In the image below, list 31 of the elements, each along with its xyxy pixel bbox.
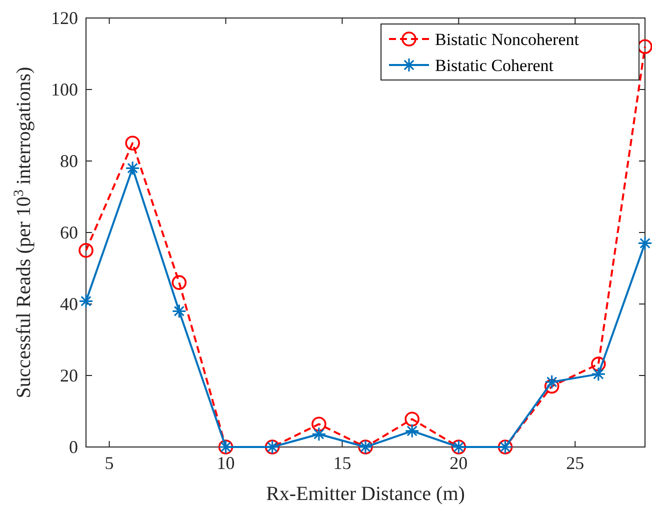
y-tick-label: 80	[60, 151, 78, 171]
y-tick-label: 60	[60, 222, 78, 242]
point	[404, 424, 420, 438]
legend-label: Bistatic Noncoherent	[435, 30, 580, 49]
legend-label: Bistatic Coherent	[435, 56, 554, 75]
x-tick-label: 5	[104, 453, 114, 473]
point	[638, 236, 652, 251]
y-tick-label: 20	[60, 366, 78, 386]
x-tick-label: 25	[566, 453, 584, 473]
point	[591, 366, 606, 382]
y-tick-label: 40	[60, 294, 78, 314]
point	[544, 378, 560, 394]
y-tick-label: 100	[51, 80, 78, 100]
x-tick-label: 15	[333, 453, 352, 473]
point	[172, 275, 187, 290]
x-axis-title: Rx-Emitter Distance (m)	[266, 483, 465, 505]
point	[312, 416, 326, 432]
point	[544, 374, 560, 390]
point	[125, 160, 140, 176]
point	[638, 39, 652, 54]
point	[78, 294, 94, 308]
point	[591, 356, 606, 372]
point	[125, 136, 140, 151]
y-tick-label: 120	[51, 8, 78, 28]
point	[78, 242, 94, 258]
point	[172, 304, 186, 318]
point	[404, 412, 420, 427]
x-tick-label: 10	[216, 453, 235, 473]
y-tick-label: 0	[69, 437, 78, 457]
x-tick-label: 20	[450, 453, 468, 473]
point	[312, 426, 326, 442]
